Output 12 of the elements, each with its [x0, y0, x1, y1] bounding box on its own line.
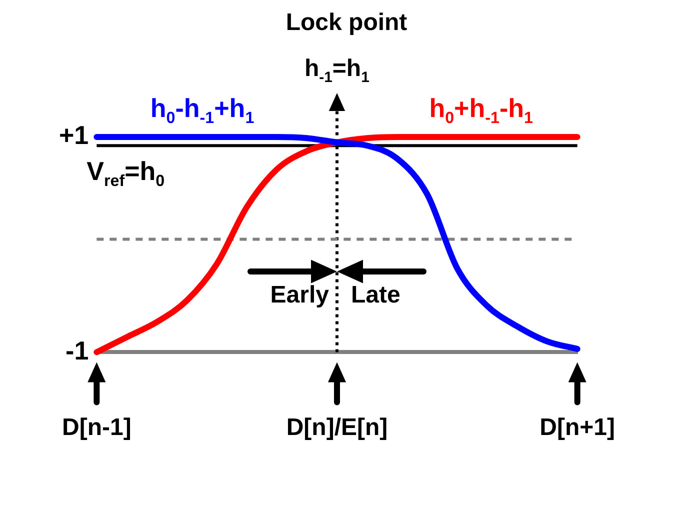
- annotation: Early: [270, 282, 330, 309]
- series-label: h$_{0}$+h$_{-1}$-h$_{1}$: [429, 93, 533, 128]
- x-tick-label: D[n+1]: [540, 414, 615, 442]
- x-tick-label: D[n-1]: [62, 414, 132, 442]
- y-tick-label: -1: [66, 335, 89, 366]
- ref-line-label: V$_{ref}$=h$_{0}$: [86, 156, 165, 190]
- x-tick-label: D[n]/E[n]: [286, 414, 388, 442]
- y-tick-label: +1: [59, 120, 89, 150]
- chart-title: Lock point: [286, 9, 408, 36]
- annotation: Late: [350, 282, 400, 309]
- ref-line-label: h$_{-1}$=h$_{1}$: [304, 55, 370, 86]
- series-label: h$_{0}$-h$_{-1}$+h$_{1}$: [150, 93, 254, 128]
